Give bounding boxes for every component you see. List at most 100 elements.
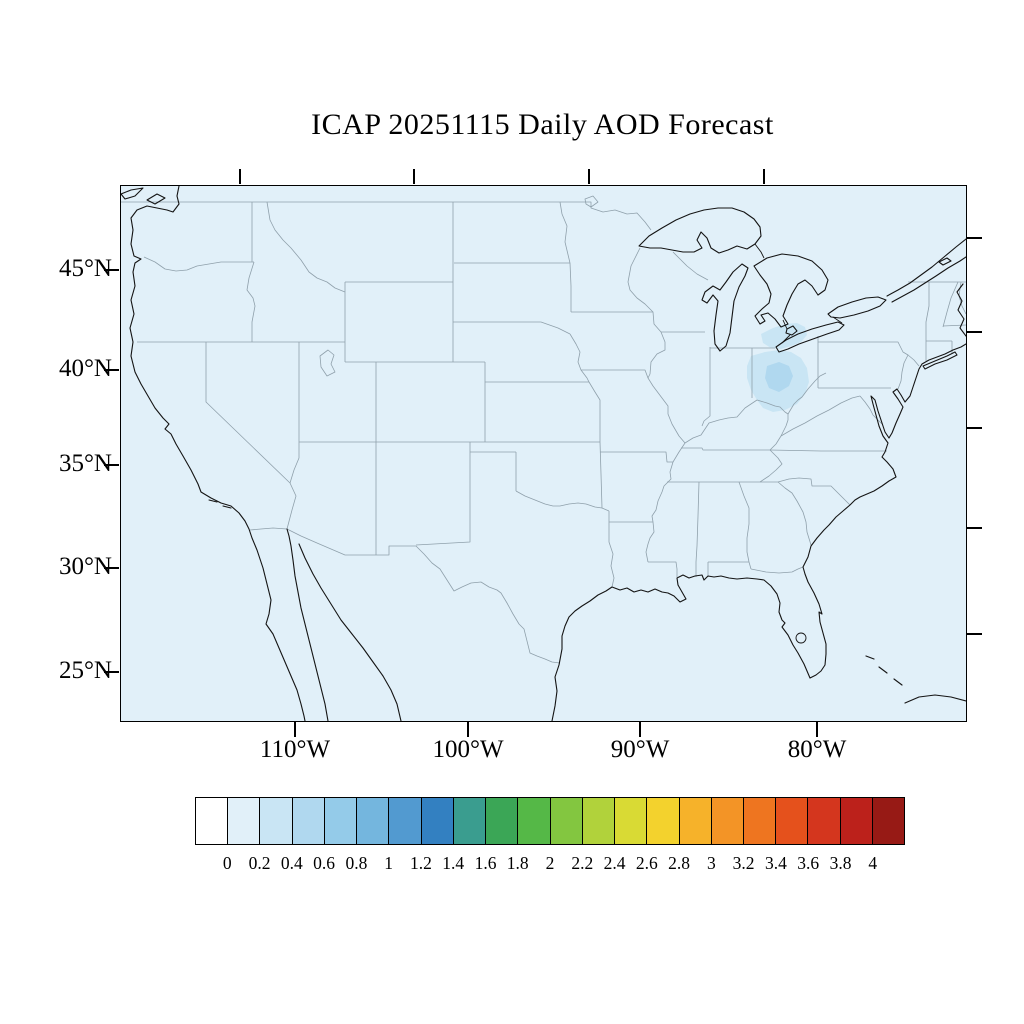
map-background: [121, 186, 966, 721]
axis-tick: [588, 169, 591, 184]
lake-michigan: [701, 263, 749, 352]
axis-tick: [763, 169, 766, 184]
colorbar-tick-label: 2.6: [635, 853, 658, 873]
axis-tick: [967, 331, 982, 334]
coastlines: [121, 186, 966, 721]
colorbar-cell: [807, 798, 840, 844]
axis-tick: [104, 671, 119, 674]
lon-label-100w: 100°W: [432, 736, 504, 763]
great-lakes: [638, 207, 887, 353]
bahamas: [865, 655, 903, 686]
colorbar-cell: [452, 798, 486, 844]
axis-tick: [104, 369, 119, 372]
colorbar-cell: [420, 798, 453, 844]
colorbar-tick-label: 1.6: [474, 853, 497, 873]
lake-ontario: [827, 296, 887, 319]
axis-tick: [967, 237, 982, 240]
axis-tick: [239, 169, 242, 184]
long-island: [922, 351, 958, 370]
chart-title: ICAP 20251115 Daily AOD Forecast: [311, 108, 774, 141]
lon-label-110w: 110°W: [259, 736, 331, 763]
axis-tick: [816, 722, 819, 737]
lon-label-90w: 90°W: [610, 736, 670, 763]
border-canada-49n: [121, 201, 652, 231]
colorbar: 0 0.2 0.4 0.6 0.8 1 1.2 1.4 1.6 1.8 2 2.2 2.4 2.6 2.8 3…: [195, 797, 905, 875]
colorbar-cell: [581, 798, 615, 844]
state-borders: [121, 195, 966, 664]
axis-tick: [967, 527, 982, 530]
coast-pacific: [129, 186, 306, 721]
lake-okeechobee: [795, 632, 807, 644]
coast-gulf-atlantic: [551, 343, 966, 721]
colorbar-cell: [196, 798, 228, 844]
colorbar-tick-label: 1.8: [506, 853, 529, 873]
san-juan-islands: [146, 193, 166, 205]
axis-tick: [104, 567, 119, 570]
island-st-lawrence: [938, 257, 952, 266]
colorbar-cell: [775, 798, 808, 844]
colorbar-tick-label: 3: [707, 853, 716, 873]
lake-connectors: [754, 243, 843, 344]
colorbar-tick-label: 2.8: [668, 853, 691, 873]
coast-baja-east: [286, 528, 329, 721]
coast-st-lawrence-north: [886, 238, 966, 297]
colorbar-cell: [839, 798, 872, 844]
channel-islands: [208, 499, 232, 509]
lake-erie: [775, 321, 845, 353]
colorbar-tick-label: 0.4: [280, 853, 303, 873]
colorbar-tick-label: 3.2: [732, 853, 755, 873]
border-mexico: [249, 527, 561, 664]
coast-st-lawrence-south: [891, 256, 966, 303]
colorbar-cell: [323, 798, 357, 844]
axis-tick: [294, 722, 297, 737]
colorbar-cell: [517, 798, 550, 844]
colorbar-cell: [742, 798, 776, 844]
colorbar-tick-label: 1: [384, 853, 393, 873]
colorbar-cell: [291, 798, 324, 844]
colorbar-tick-label: 3.6: [797, 853, 820, 873]
lat-label-30n: 30°N: [58, 553, 112, 580]
vancouver-island-tip: [121, 187, 144, 200]
colorbar-cell: [259, 798, 292, 844]
colorbar-cell: [710, 798, 743, 844]
colorbar-tick-label: 2.4: [603, 853, 626, 873]
colorbar-tick-label: 0.6: [313, 853, 336, 873]
colorbar-tick-label: 1.2: [409, 853, 432, 873]
colorbar-cell: [549, 798, 582, 844]
axis-tick: [967, 633, 982, 636]
colorbar-tick-labels: 0 0.2 0.4 0.6 0.8 1 1.2 1.4 1.6 1.8 2 2.2 2.4 2.6 2.8 3…: [195, 845, 905, 875]
coast-new-england: [956, 283, 966, 337]
axis-tick: [967, 427, 982, 430]
lat-label-40n: 40°N: [58, 355, 112, 382]
lon-label-80w: 80°W: [787, 736, 847, 763]
colorbar-tick-label: 4: [868, 853, 878, 873]
lake-of-the-woods: [584, 195, 599, 208]
colorbar-cell: [485, 798, 518, 844]
colorbar-tick-label: 0: [222, 853, 232, 873]
axis-tick: [104, 464, 119, 467]
lake-huron: [753, 253, 829, 328]
colorbar-tick-label: 3.8: [829, 853, 852, 873]
colorbar-tick-label: 1.4: [442, 853, 465, 873]
colorbar-tick-label: 0.8: [345, 853, 368, 873]
colorbar-cell: [871, 798, 905, 844]
coast-mexico-gulf-of-california: [298, 543, 402, 721]
axis-tick: [413, 169, 416, 184]
colorbar-cell: [646, 798, 679, 844]
great-salt-lake: [319, 349, 336, 377]
colorbar-cell: [614, 798, 647, 844]
colorbar-cell: [388, 798, 421, 844]
colorbar-tick-label: 3.4: [764, 853, 787, 873]
colorbar-cell: [678, 798, 711, 844]
axis-tick: [104, 269, 119, 272]
conus-map: [121, 186, 966, 721]
colorbar-cell: [227, 798, 260, 844]
axis-tick: [467, 722, 470, 737]
map-frame: [120, 185, 967, 722]
lake-superior: [638, 207, 762, 254]
lat-label-45n: 45°N: [58, 255, 112, 282]
lake-st-clair: [785, 325, 798, 336]
colorbar-cells: [195, 797, 905, 845]
aod-patch-ohio-core: [765, 362, 793, 392]
colorbar-tick-label: 2.2: [571, 853, 594, 873]
